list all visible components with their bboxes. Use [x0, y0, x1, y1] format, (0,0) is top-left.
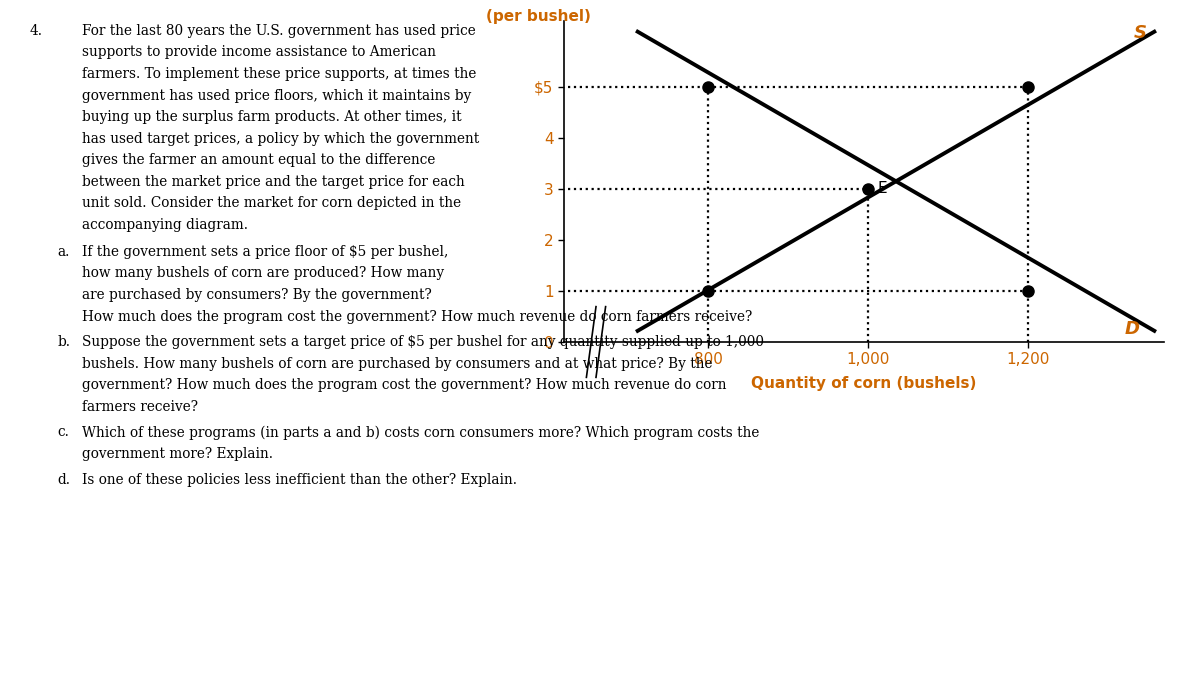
Text: S: S	[1134, 24, 1146, 42]
Text: (per bushel): (per bushel)	[486, 9, 590, 24]
Text: farmers. To implement these price supports, at times the: farmers. To implement these price suppor…	[82, 67, 476, 81]
Text: For the last 80 years the U.S. government has used price: For the last 80 years the U.S. governmen…	[82, 24, 475, 38]
Text: Is one of these policies less inefficient than the other? Explain.: Is one of these policies less inefficien…	[82, 473, 517, 486]
Text: D: D	[1124, 320, 1140, 339]
Text: Suppose the government sets a target price of $5 per bushel for any quantity sup: Suppose the government sets a target pri…	[82, 335, 763, 349]
Text: Which of these programs (in parts a and b) costs corn consumers more? Which prog: Which of these programs (in parts a and …	[82, 425, 758, 440]
Text: are purchased by consumers? By the government?: are purchased by consumers? By the gover…	[82, 288, 431, 302]
Text: c.: c.	[58, 425, 70, 439]
Text: supports to provide income assistance to American: supports to provide income assistance to…	[82, 45, 436, 60]
Text: between the market price and the target price for each: between the market price and the target …	[82, 175, 464, 189]
Text: E: E	[877, 181, 887, 196]
Text: b.: b.	[58, 335, 71, 349]
Text: How much does the program cost the government? How much revenue do corn farmers : How much does the program cost the gover…	[82, 310, 752, 324]
Text: accompanying diagram.: accompanying diagram.	[82, 218, 247, 232]
Text: government? How much does the program cost the government? How much revenue do c: government? How much does the program co…	[82, 378, 726, 392]
Text: unit sold. Consider the market for corn depicted in the: unit sold. Consider the market for corn …	[82, 196, 461, 210]
Text: government has used price floors, which it maintains by: government has used price floors, which …	[82, 89, 470, 103]
Text: Price of corn: Price of corn	[486, 0, 594, 1]
Text: buying up the surplus farm products. At other times, it: buying up the surplus farm products. At …	[82, 110, 461, 124]
Text: bushels. How many bushels of corn are purchased by consumers and at what price? : bushels. How many bushels of corn are pu…	[82, 357, 712, 371]
Text: has used target prices, a policy by which the government: has used target prices, a policy by whic…	[82, 131, 479, 146]
Text: gives the farmer an amount equal to the difference: gives the farmer an amount equal to the …	[82, 153, 434, 167]
Text: a.: a.	[58, 245, 70, 259]
X-axis label: Quantity of corn (bushels): Quantity of corn (bushels)	[751, 376, 977, 391]
Text: 4.: 4.	[30, 24, 43, 38]
Text: how many bushels of corn are produced? How many: how many bushels of corn are produced? H…	[82, 267, 444, 280]
Text: If the government sets a price floor of $5 per bushel,: If the government sets a price floor of …	[82, 245, 448, 259]
Text: d.: d.	[58, 473, 71, 486]
Text: farmers receive?: farmers receive?	[82, 400, 198, 414]
Text: government more? Explain.: government more? Explain.	[82, 447, 272, 461]
